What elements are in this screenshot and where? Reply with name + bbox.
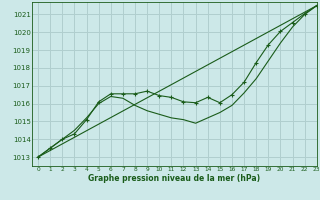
X-axis label: Graphe pression niveau de la mer (hPa): Graphe pression niveau de la mer (hPa): [88, 174, 260, 183]
